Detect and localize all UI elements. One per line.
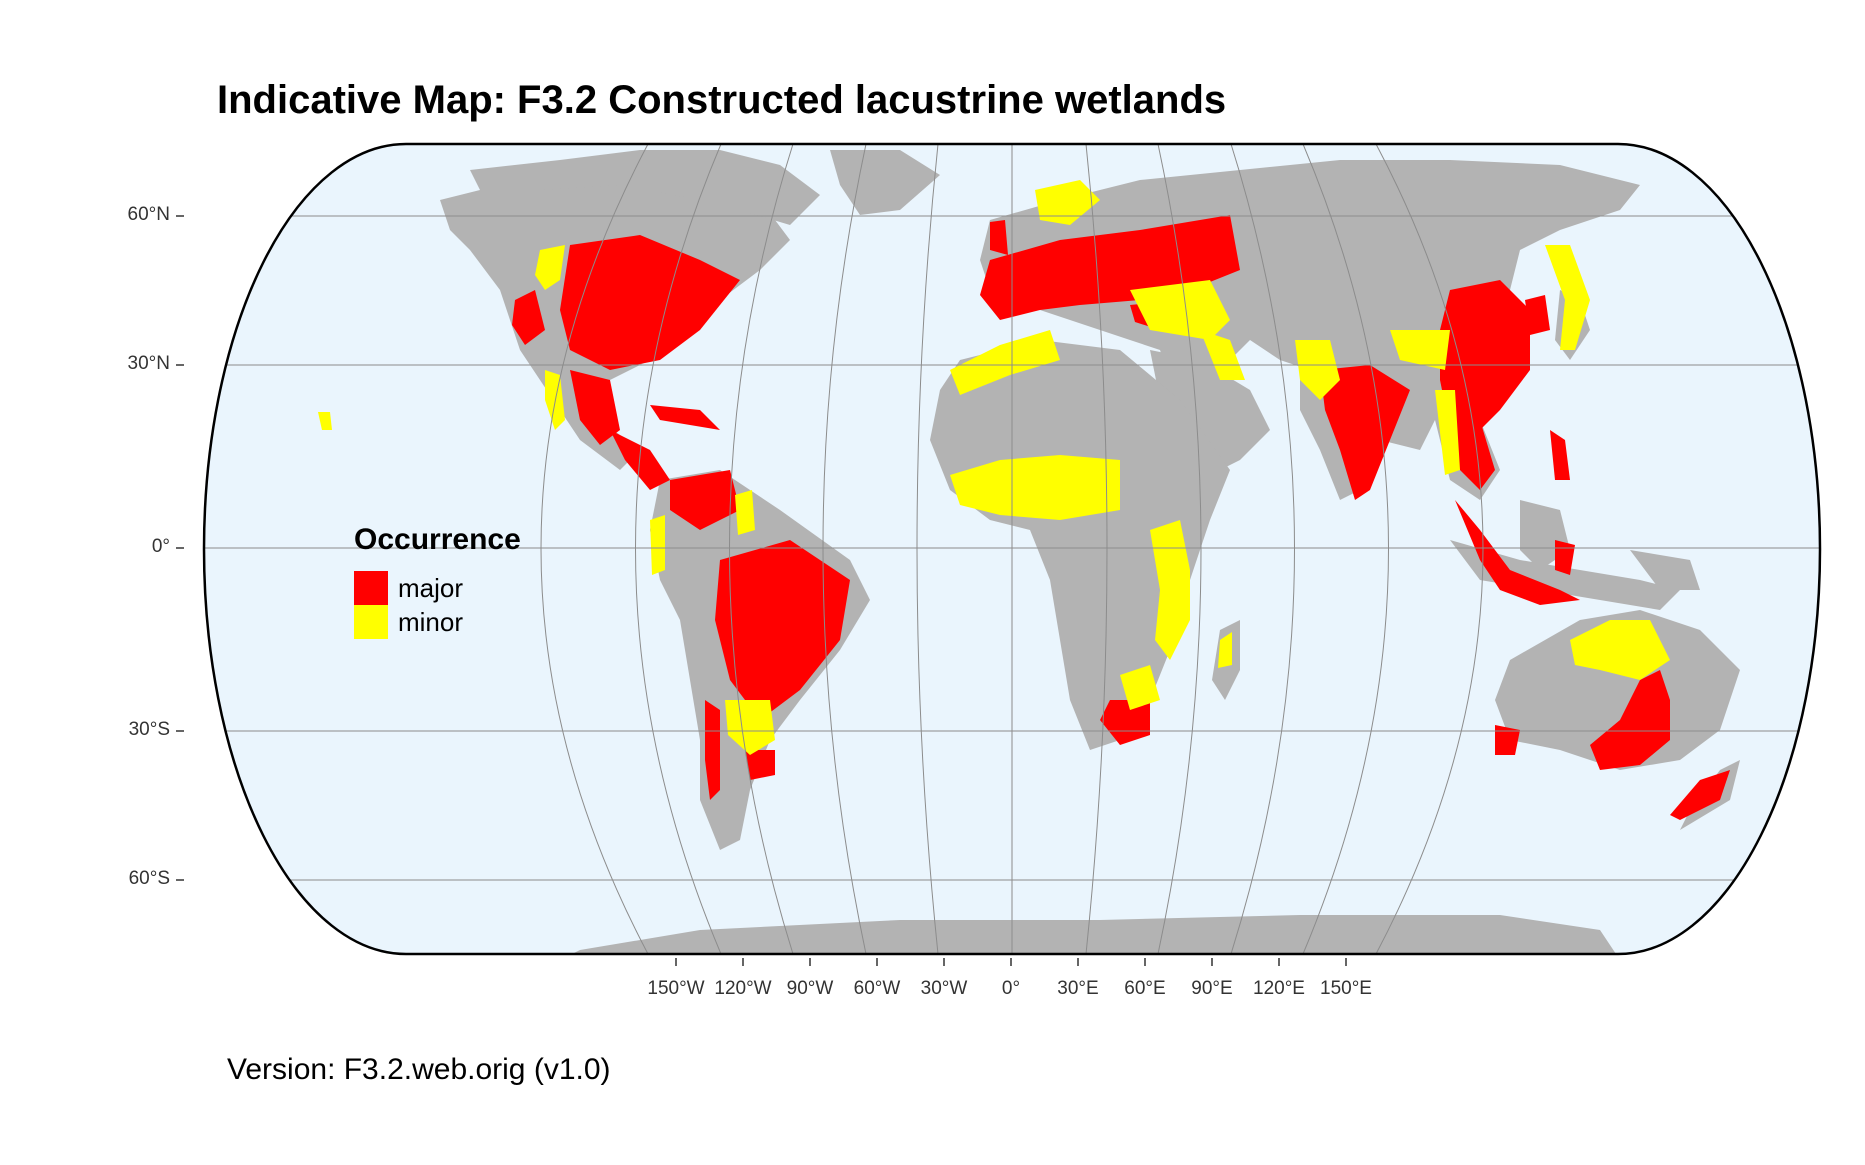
graticule-lon-60e bbox=[1157, 144, 1202, 954]
minor-japan bbox=[1545, 245, 1590, 350]
major-new-zealand bbox=[1670, 770, 1730, 820]
lat-label-30s: 30°S bbox=[128, 719, 170, 740]
lon-label-120w: 120°W bbox=[714, 978, 772, 999]
graticule-lon-30e bbox=[1085, 144, 1108, 954]
legend-title: Occurrence bbox=[354, 523, 521, 556]
lon-ticks bbox=[675, 958, 1347, 966]
legend-item-minor: minor bbox=[354, 605, 521, 639]
lat-label-30n: 30°N bbox=[127, 353, 170, 374]
lon-label-30e: 30°E bbox=[1057, 978, 1099, 999]
lon-label-90w: 90°W bbox=[786, 978, 834, 999]
minor-east-africa bbox=[1150, 520, 1190, 660]
minor-andes-north bbox=[650, 515, 665, 575]
land-canada-arctic bbox=[470, 150, 820, 225]
major-india bbox=[1320, 365, 1410, 500]
lat-ticks bbox=[176, 215, 184, 881]
graticule-lon-120e bbox=[1302, 144, 1389, 954]
graticule-lon-90w bbox=[729, 144, 794, 954]
minor-north-africa bbox=[950, 330, 1060, 395]
lon-label-90e: 90°E bbox=[1191, 978, 1233, 999]
major-uk-ireland bbox=[990, 220, 1008, 255]
land-greenland bbox=[830, 150, 940, 215]
minor-middle-east bbox=[1130, 280, 1230, 340]
major-europe bbox=[980, 215, 1240, 320]
land-africa bbox=[930, 340, 1230, 750]
major-mexico bbox=[570, 370, 620, 445]
legend-swatch-major bbox=[354, 571, 388, 605]
major-sumatra-java bbox=[1455, 500, 1580, 605]
major-argentina-south bbox=[745, 750, 775, 780]
land-masses bbox=[440, 150, 1740, 954]
land-australia bbox=[1495, 610, 1740, 770]
legend-label-minor: minor bbox=[398, 606, 464, 637]
graticule bbox=[204, 144, 1820, 954]
minor-argentina bbox=[725, 700, 775, 755]
lon-label-120e: 120°E bbox=[1253, 978, 1305, 999]
legend-swatch-minor bbox=[354, 605, 388, 639]
lon-label-150e: 150°E bbox=[1320, 978, 1372, 999]
major-north-america bbox=[560, 235, 740, 370]
minor-southeast-africa bbox=[1120, 665, 1160, 710]
minor-levant bbox=[1200, 330, 1245, 380]
minor-scandinavia bbox=[1035, 180, 1100, 225]
major-chile bbox=[705, 700, 720, 800]
minor-west-china bbox=[1390, 330, 1450, 370]
minor-pakistan bbox=[1295, 340, 1340, 400]
major-west-coast-us bbox=[512, 290, 545, 345]
major-east-australia bbox=[1590, 670, 1670, 770]
land-antarctica bbox=[560, 915, 1620, 954]
graticule-lon-30w bbox=[916, 144, 939, 954]
lon-label-150w: 150°W bbox=[647, 978, 705, 999]
graticule-lon-150e bbox=[1375, 144, 1484, 954]
lat-label-60s: 60°S bbox=[128, 868, 170, 889]
lon-label-0: 0° bbox=[1001, 978, 1021, 999]
major-southwest-australia bbox=[1495, 725, 1520, 755]
globe-outline bbox=[202, 142, 1822, 956]
major-caribbean bbox=[650, 405, 720, 430]
version-caption: Version: F3.2.web.orig (v1.0) bbox=[227, 1053, 611, 1086]
minor-hawaii bbox=[318, 412, 332, 430]
minor-myanmar bbox=[1435, 390, 1460, 475]
major-sulawesi bbox=[1555, 540, 1575, 575]
minor-madagascar bbox=[1218, 632, 1232, 668]
lat-label-60n: 60°N bbox=[127, 204, 170, 225]
major-venezuela-colombia bbox=[670, 470, 740, 530]
land-indonesia bbox=[1450, 540, 1680, 610]
minor-guyana bbox=[735, 490, 755, 535]
lat-label-0: 0° bbox=[151, 536, 170, 557]
graticule-lon-90e bbox=[1230, 144, 1295, 954]
major-philippines bbox=[1550, 430, 1570, 480]
minor-pacific-northwest bbox=[535, 245, 565, 290]
map-title: Indicative Map: F3.2 Constructed lacustr… bbox=[217, 78, 1227, 122]
lon-label-30w: 30°W bbox=[920, 978, 968, 999]
graticule-lon-120w bbox=[635, 144, 722, 954]
major-china bbox=[1440, 280, 1530, 440]
legend: Occurrence major minor bbox=[354, 523, 521, 639]
lon-label-60e: 60°E bbox=[1124, 978, 1166, 999]
legend-item-major: major bbox=[354, 571, 521, 605]
major-brazil bbox=[715, 540, 850, 720]
minor-sahel bbox=[950, 455, 1120, 520]
major-south-africa bbox=[1100, 700, 1150, 745]
major-korea bbox=[1525, 295, 1550, 335]
legend-label-major: major bbox=[398, 572, 464, 603]
land-new-guinea bbox=[1630, 550, 1700, 590]
minor-north-australia bbox=[1570, 620, 1670, 680]
graticule-lon-60w bbox=[822, 144, 867, 954]
occurrence-layer bbox=[318, 180, 1730, 820]
graticule-lon-150w bbox=[540, 144, 649, 954]
lon-label-60w: 60°W bbox=[853, 978, 901, 999]
